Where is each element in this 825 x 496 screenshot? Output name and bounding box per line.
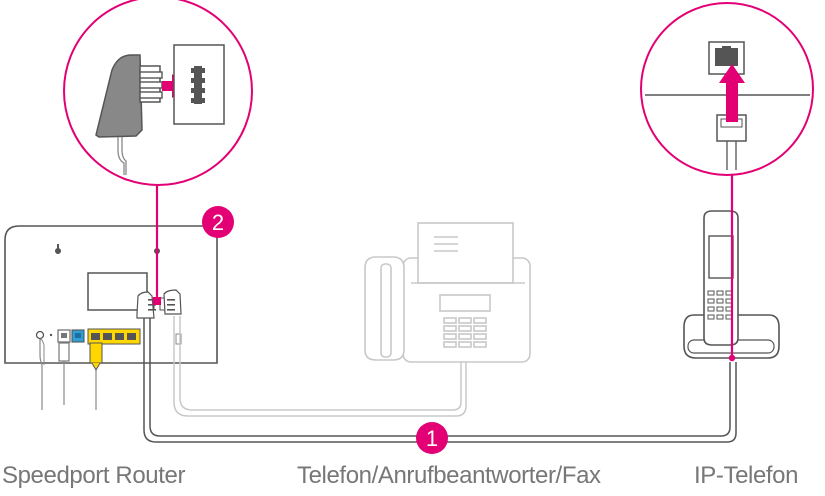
power-jack [35,330,45,340]
lan-port-blue [71,329,85,343]
tae-plug-router [136,291,156,319]
lan-ports-yellow [87,328,141,345]
arrow-up-icon [719,64,745,122]
tae-socket-icon [173,44,225,125]
badge-1-text: 1 [426,426,438,451]
badge-2-text: 2 [212,210,224,235]
connection-dot [728,354,736,362]
lan-port-gray [57,329,71,343]
speedport-router [4,225,218,364]
badge-2: 2 [202,206,234,238]
label-phone-fax: Telefon/Anrufbeantworter/Fax [297,462,601,489]
highlight-socket [153,297,161,305]
tae-plug-icon [95,54,163,175]
rj45-socket-icon [708,41,745,75]
router-cables [39,338,103,410]
fax-device [364,222,531,363]
badge-1: 1 [416,422,448,454]
zoom-circle-tae [63,0,253,186]
label-router: Speedport Router [2,462,186,489]
reset-button [49,333,53,337]
mount-hole [55,244,61,254]
zoom-circle-rj45 [640,2,814,176]
usb-port [175,333,182,345]
fax-cable [173,316,467,417]
fax-tae-plug [163,289,182,315]
label-ip-phone: IP-Telefon [694,462,799,489]
rj45-plug-icon [716,114,747,170]
